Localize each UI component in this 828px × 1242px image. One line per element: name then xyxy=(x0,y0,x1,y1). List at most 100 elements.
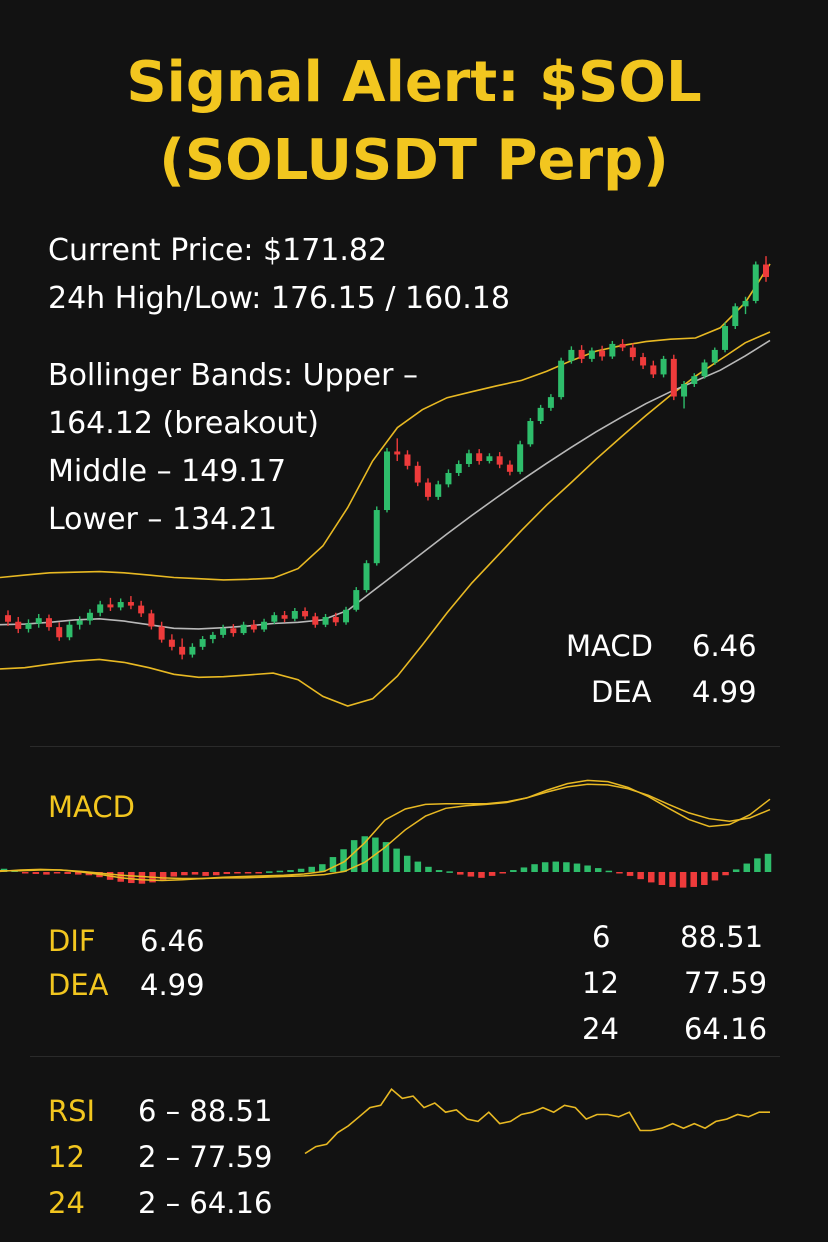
macd-histogram-bar xyxy=(75,872,82,875)
candle-body xyxy=(322,616,329,625)
candle-body xyxy=(107,604,114,608)
macd-histogram-bar xyxy=(212,872,220,876)
macd-histogram-bar xyxy=(425,866,432,872)
candle-body xyxy=(281,615,288,619)
macd-histogram-bar xyxy=(690,872,697,887)
macd-histogram-bar xyxy=(616,872,623,874)
candle-body xyxy=(465,453,472,465)
candle-body xyxy=(763,264,769,278)
macd-histogram-bar xyxy=(361,836,369,872)
candle-body xyxy=(240,624,247,634)
macd-histogram-bar xyxy=(170,872,178,877)
candle-body xyxy=(527,421,534,445)
macd-histogram-bar xyxy=(53,872,61,874)
candle-body xyxy=(56,627,63,638)
bollinger-upper-line xyxy=(0,263,771,581)
price-macd-value: 6.46 xyxy=(692,629,757,663)
bollinger-info: Bollinger Bands: Upper – 164.12 (breakou… xyxy=(48,352,418,544)
macd-histogram-bar xyxy=(573,863,581,872)
candle-body xyxy=(230,628,237,634)
macd-histogram-bar xyxy=(679,872,687,888)
candle-body xyxy=(496,456,503,465)
macd-histogram-bar xyxy=(287,870,294,872)
macd-histogram-bar xyxy=(711,872,719,881)
candle-body xyxy=(97,604,104,613)
candle-body xyxy=(435,484,442,497)
candle-body xyxy=(271,615,278,622)
candle-body xyxy=(629,347,636,358)
price-dea-label: DEA xyxy=(591,675,652,709)
rsi-value-12: 77.59 xyxy=(684,966,768,1000)
candle-body xyxy=(312,616,319,625)
candle-body xyxy=(609,343,616,357)
candle-body xyxy=(394,451,401,455)
candle-body xyxy=(742,300,749,307)
candle-body xyxy=(517,444,524,472)
macd-histogram-bar xyxy=(159,872,167,880)
candle-body xyxy=(127,602,134,606)
macd-histogram-bar xyxy=(457,872,464,875)
candle-body xyxy=(506,464,513,472)
macd-histogram-bar xyxy=(467,872,475,877)
candle-body xyxy=(66,624,73,638)
dea-value: 4.99 xyxy=(140,968,205,1002)
macd-histogram-bar xyxy=(732,869,740,872)
current-price: Current Price: $171.82 xyxy=(48,233,388,268)
macd-histogram-bar xyxy=(701,872,708,885)
candle-body xyxy=(302,610,309,617)
rsi-value-6: 88.51 xyxy=(680,920,764,954)
macd-histogram-bar xyxy=(308,866,315,872)
candle-body xyxy=(732,306,739,327)
macd-histogram-bar xyxy=(393,848,400,872)
macd-histogram-bar xyxy=(605,870,613,873)
candle-body xyxy=(424,482,431,497)
candle-body xyxy=(752,264,759,301)
rsi-period-12: 12 xyxy=(582,966,619,1000)
candle-body xyxy=(476,453,483,462)
macd-histogram-bar xyxy=(276,870,284,873)
macd-chart xyxy=(0,779,772,888)
candle-body xyxy=(558,360,565,398)
candle-body xyxy=(209,634,216,640)
candle-body xyxy=(148,613,155,627)
macd-histogram-bar xyxy=(478,872,485,878)
candle-body xyxy=(168,639,175,647)
macd-histogram-bar xyxy=(64,872,71,874)
candle-body xyxy=(86,612,93,621)
macd-histogram-bar xyxy=(499,872,506,874)
macd-histogram-bar xyxy=(138,872,146,884)
macd-histogram-bar xyxy=(658,872,666,885)
macd-histogram-bar xyxy=(648,872,655,883)
candle-body xyxy=(332,616,339,623)
macd-histogram-bar xyxy=(191,872,199,875)
candle-body xyxy=(291,610,298,619)
rsi-24-text: 2 – 64.16 xyxy=(138,1186,273,1220)
macd-histogram-bar xyxy=(234,872,241,874)
macd-histogram-bar xyxy=(319,864,326,872)
candle-body xyxy=(691,376,698,384)
rsi-line xyxy=(304,1088,770,1155)
candle-body xyxy=(650,365,657,375)
macd-histogram-bar xyxy=(21,872,29,874)
price-macd-label: MACD xyxy=(566,629,653,663)
dea-label: DEA xyxy=(48,968,109,1002)
macd-histogram-bar xyxy=(244,872,252,874)
price-chart xyxy=(0,256,771,707)
candle-body xyxy=(25,623,32,629)
bollinger-middle-line xyxy=(0,339,771,630)
macd-histogram-bar xyxy=(552,861,560,872)
candle-body xyxy=(343,609,350,623)
macd-histogram-bar xyxy=(584,865,591,872)
bb-lower: Lower – 134.21 xyxy=(48,502,277,537)
candle-body xyxy=(455,464,462,473)
rsi-period-24: 24 xyxy=(582,1012,619,1046)
candle-body xyxy=(189,646,196,655)
macd-histogram-bar xyxy=(223,872,231,874)
candle-body xyxy=(619,343,626,348)
bb-upper-line-1: Bollinger Bands: Upper – xyxy=(48,358,418,393)
candle-body xyxy=(722,326,729,350)
macd-histogram-bar xyxy=(520,867,528,872)
macd-histogram-bar xyxy=(541,862,549,872)
title-line-1: Signal Alert: $SOL xyxy=(126,50,702,115)
